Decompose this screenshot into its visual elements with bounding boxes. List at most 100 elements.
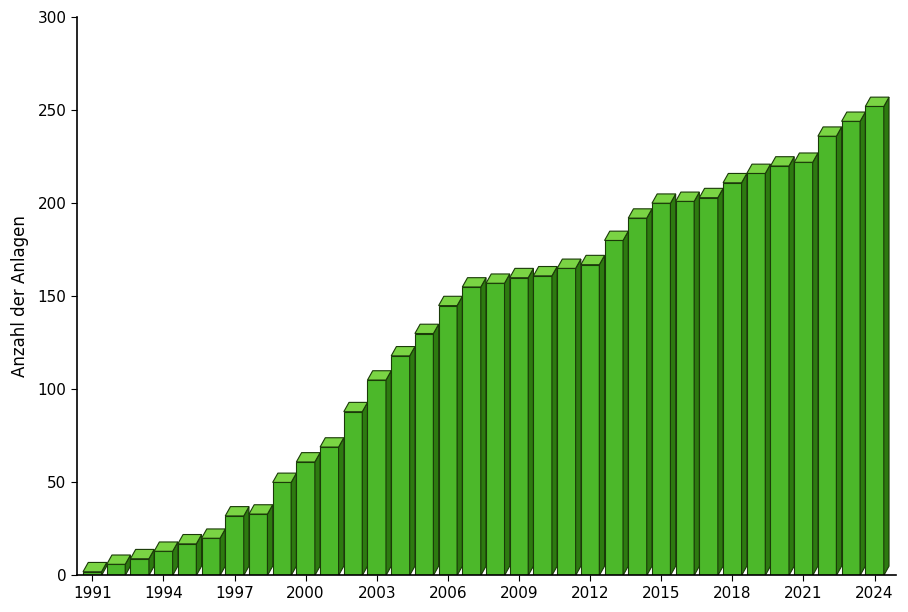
Polygon shape: [321, 438, 344, 447]
Polygon shape: [842, 121, 860, 575]
Polygon shape: [552, 266, 558, 575]
Polygon shape: [528, 269, 533, 575]
Polygon shape: [462, 287, 481, 575]
Polygon shape: [558, 259, 581, 269]
Polygon shape: [789, 157, 794, 575]
Polygon shape: [362, 402, 368, 575]
Polygon shape: [83, 572, 102, 575]
Polygon shape: [558, 269, 576, 575]
Polygon shape: [746, 173, 765, 575]
Polygon shape: [533, 276, 552, 575]
Polygon shape: [605, 231, 628, 241]
Polygon shape: [794, 162, 813, 575]
Polygon shape: [813, 153, 818, 575]
Polygon shape: [486, 283, 505, 575]
Polygon shape: [272, 473, 296, 482]
Polygon shape: [723, 183, 742, 575]
Polygon shape: [178, 544, 196, 575]
Polygon shape: [321, 447, 339, 575]
Polygon shape: [225, 516, 243, 575]
Polygon shape: [771, 157, 794, 166]
Polygon shape: [415, 334, 433, 575]
Polygon shape: [509, 278, 528, 575]
Polygon shape: [836, 127, 842, 575]
Polygon shape: [771, 166, 789, 575]
Polygon shape: [202, 538, 220, 575]
Polygon shape: [457, 296, 462, 575]
Polygon shape: [249, 505, 272, 514]
Polygon shape: [433, 324, 439, 575]
Polygon shape: [125, 555, 131, 575]
Y-axis label: Anzahl der Anlagen: Anzahl der Anlagen: [11, 215, 29, 377]
Polygon shape: [315, 453, 321, 575]
Polygon shape: [154, 542, 178, 551]
Polygon shape: [646, 209, 652, 575]
Polygon shape: [623, 231, 628, 575]
Polygon shape: [533, 266, 558, 276]
Polygon shape: [391, 356, 410, 575]
Polygon shape: [486, 274, 509, 283]
Polygon shape: [344, 402, 368, 412]
Polygon shape: [178, 534, 202, 544]
Polygon shape: [243, 507, 249, 575]
Polygon shape: [131, 559, 149, 575]
Polygon shape: [83, 562, 107, 572]
Polygon shape: [581, 264, 599, 575]
Polygon shape: [107, 555, 131, 564]
Polygon shape: [746, 164, 771, 173]
Polygon shape: [391, 346, 415, 356]
Polygon shape: [865, 106, 883, 575]
Polygon shape: [296, 453, 321, 462]
Polygon shape: [291, 473, 296, 575]
Polygon shape: [149, 550, 154, 575]
Polygon shape: [723, 173, 746, 183]
Polygon shape: [652, 194, 676, 203]
Polygon shape: [652, 203, 670, 575]
Polygon shape: [599, 255, 605, 575]
Polygon shape: [505, 274, 509, 575]
Polygon shape: [154, 551, 173, 575]
Polygon shape: [699, 188, 723, 198]
Polygon shape: [225, 507, 249, 516]
Polygon shape: [676, 192, 699, 201]
Polygon shape: [173, 542, 178, 575]
Polygon shape: [296, 462, 315, 575]
Polygon shape: [860, 112, 865, 575]
Polygon shape: [818, 136, 836, 575]
Polygon shape: [581, 255, 605, 264]
Polygon shape: [883, 97, 889, 575]
Polygon shape: [605, 241, 623, 575]
Polygon shape: [628, 218, 646, 575]
Polygon shape: [272, 482, 291, 575]
Polygon shape: [415, 324, 439, 334]
Polygon shape: [102, 562, 107, 575]
Polygon shape: [107, 564, 125, 575]
Polygon shape: [344, 412, 362, 575]
Polygon shape: [368, 371, 391, 380]
Polygon shape: [202, 529, 225, 538]
Polygon shape: [576, 259, 581, 575]
Polygon shape: [818, 127, 842, 136]
Polygon shape: [842, 112, 865, 121]
Polygon shape: [439, 296, 462, 305]
Polygon shape: [509, 269, 533, 278]
Polygon shape: [670, 194, 676, 575]
Polygon shape: [339, 438, 344, 575]
Polygon shape: [676, 201, 694, 575]
Polygon shape: [131, 550, 154, 559]
Polygon shape: [865, 97, 889, 106]
Polygon shape: [196, 534, 202, 575]
Polygon shape: [694, 192, 699, 575]
Polygon shape: [742, 173, 746, 575]
Polygon shape: [699, 198, 718, 575]
Polygon shape: [794, 153, 818, 162]
Polygon shape: [268, 505, 272, 575]
Polygon shape: [481, 278, 486, 575]
Polygon shape: [220, 529, 225, 575]
Polygon shape: [462, 278, 486, 287]
Polygon shape: [368, 380, 386, 575]
Polygon shape: [249, 514, 268, 575]
Polygon shape: [718, 188, 723, 575]
Polygon shape: [439, 305, 457, 575]
Polygon shape: [410, 346, 415, 575]
